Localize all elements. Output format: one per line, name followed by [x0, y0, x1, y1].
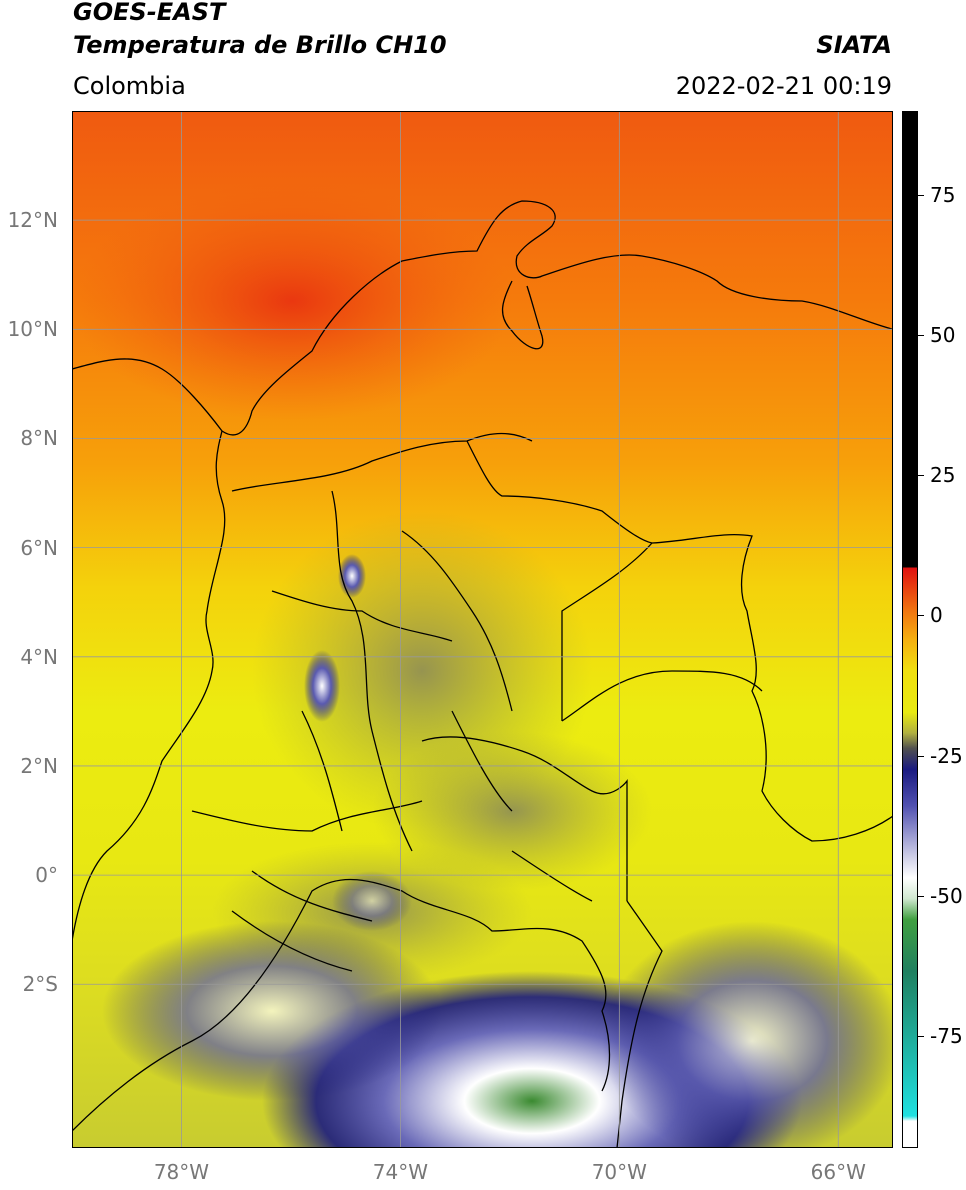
region-label: Colombia: [73, 72, 186, 100]
latitude-tick-label: 6°N: [20, 535, 58, 560]
latitude-tick-label: 2°S: [22, 972, 58, 997]
longitude-tick-label: 74°W: [372, 1160, 429, 1184]
colorbar-tick: [918, 195, 924, 197]
datetime-label: 2022-02-21 00:19: [675, 72, 892, 100]
temperature-colorbar: [902, 111, 918, 1148]
latitude-tick-label: 0°: [35, 863, 58, 888]
latitude-tick-label: 4°N: [20, 644, 58, 669]
colorbar-tick: [918, 615, 924, 617]
source-label: SIATA: [816, 31, 892, 59]
longitude-tick-label: 66°W: [810, 1160, 866, 1184]
graticule: [72, 111, 893, 1148]
coastlines-and-borders: [72, 200, 893, 1148]
latitude-tick-label: 2°N: [20, 753, 58, 778]
longitude-tick-label: 78°W: [153, 1160, 210, 1184]
colorbar-tick-label: -50: [930, 883, 963, 908]
colorbar-tick-label: -25: [930, 743, 963, 768]
colorbar-tick-label: 25: [930, 463, 956, 488]
colorbar-tick-label: -75: [930, 1023, 963, 1048]
map-frame: [72, 111, 893, 1148]
colorbar-tick-label: 75: [930, 183, 956, 208]
colorbar-tick: [918, 1035, 924, 1037]
brightness-temperature-map[interactable]: [72, 111, 893, 1148]
colorbar-tick-label: 50: [930, 323, 956, 348]
product-title: Temperatura de Brillo CH10: [73, 31, 447, 59]
map-canvas: [72, 181, 893, 1148]
colorbar-tick-label: 0: [930, 603, 943, 628]
satellite-title: GOES-EAST: [73, 0, 226, 26]
latitude-tick-label: 8°N: [20, 426, 58, 451]
latitude-tick-label: 10°N: [7, 317, 58, 342]
colorbar-tick: [918, 755, 924, 757]
colorbar-tick: [918, 335, 924, 337]
colorbar-tick: [918, 895, 924, 897]
colorbar-tick: [918, 475, 924, 477]
longitude-tick-label: 70°W: [591, 1160, 647, 1184]
latitude-tick-label: 12°N: [7, 208, 58, 233]
